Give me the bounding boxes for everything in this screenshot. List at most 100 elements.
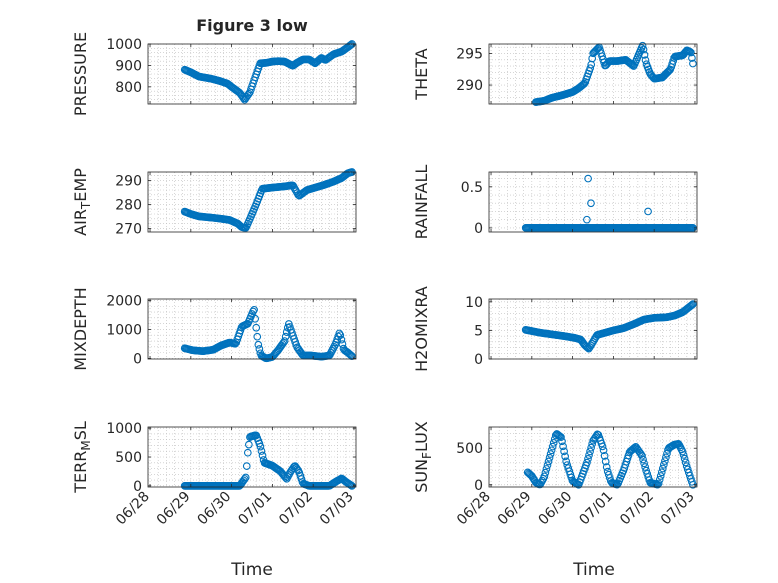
data-point: [640, 51, 649, 59]
data-point: [662, 453, 670, 462]
data-point: [688, 301, 696, 309]
data-markers: [180, 305, 356, 363]
data-point: [345, 480, 354, 489]
data-point: [588, 440, 597, 448]
data-point: [345, 350, 354, 359]
data-point: [253, 332, 262, 341]
data-point: [600, 452, 609, 460]
y-tick-label: 5: [474, 323, 483, 339]
grid: [148, 43, 356, 105]
data-point: [602, 463, 611, 471]
data-markers: [180, 40, 356, 104]
data-point: [639, 455, 647, 464]
data-point: [584, 174, 592, 183]
data-point: [689, 59, 697, 68]
data-point: [250, 305, 258, 314]
data-point: [547, 446, 556, 455]
data-point: [281, 332, 290, 341]
data-point: [541, 468, 550, 477]
data-point: [580, 79, 589, 88]
axes-box: [488, 171, 698, 233]
data-point: [656, 472, 665, 480]
data-point: [644, 207, 652, 216]
y-tick-label: 270: [115, 221, 142, 237]
data-point: [347, 351, 355, 360]
data-point: [655, 475, 664, 484]
data-point: [540, 472, 549, 481]
data-point: [584, 454, 592, 463]
axes-box: [147, 298, 357, 360]
data-point: [562, 457, 571, 466]
subplot-6: 0 5 10 H2OMIXRA: [412, 286, 698, 372]
data-point: [243, 448, 252, 457]
data-point: [544, 457, 553, 466]
data-markers: [521, 300, 697, 353]
data-point: [681, 458, 690, 467]
y-tick-label: 0: [133, 479, 142, 495]
axes-box: [488, 298, 698, 360]
data-point: [680, 454, 689, 463]
axes-box: [488, 426, 698, 488]
data-point: [336, 331, 345, 340]
y-tick-label: 290: [456, 78, 483, 94]
data-point: [280, 337, 289, 345]
data-point: [231, 339, 240, 348]
y-tick-label: 295: [456, 46, 483, 62]
data-point: [558, 437, 566, 446]
data-point: [240, 475, 249, 483]
grid: [148, 299, 356, 359]
data-point: [556, 432, 564, 441]
y-tick-label: 0: [474, 352, 483, 368]
data-point: [557, 433, 565, 441]
data-markers: [532, 41, 697, 106]
data-point: [586, 447, 594, 456]
data-point: [241, 473, 250, 482]
y-tick-label: 0: [474, 478, 483, 494]
data-point: [679, 451, 688, 459]
data-point: [255, 345, 264, 353]
y-tick-label: 1000: [106, 421, 142, 437]
y-tick-label: 900: [115, 58, 142, 74]
data-point: [280, 472, 289, 481]
data-point: [242, 462, 251, 470]
data-markers: [180, 431, 356, 490]
data-point: [585, 451, 593, 459]
y-tick-label: 500: [115, 450, 142, 466]
y-tick-label: 10: [465, 295, 483, 311]
xlabel-right: Time: [572, 560, 615, 580]
data-point: [559, 442, 567, 451]
y-tick-label: 800: [115, 80, 142, 96]
data-point: [689, 300, 697, 308]
data-point: [599, 446, 608, 455]
data-point: [640, 459, 648, 468]
data-markers: [523, 430, 697, 489]
data-point: [245, 440, 253, 449]
data-point: [245, 89, 253, 98]
data-point: [601, 457, 610, 466]
axes-box: [147, 43, 357, 105]
subplot-2: 290 295 THETA: [412, 41, 698, 106]
data-point: [639, 45, 648, 54]
data-point: [548, 442, 557, 451]
data-point: [583, 458, 591, 467]
data-point: [688, 54, 696, 62]
data-point: [661, 457, 669, 465]
y-axis-label: SUNFLUX: [412, 421, 434, 493]
subplot-3: 270 280 290 AIRTEMP: [71, 168, 357, 237]
data-point: [249, 307, 257, 316]
data-point: [586, 64, 595, 73]
data-point: [255, 439, 264, 448]
y-tick-label: 0: [133, 351, 142, 367]
data-point: [545, 453, 554, 462]
data-point: [587, 443, 595, 452]
data-point: [598, 442, 607, 451]
data-markers: [180, 168, 356, 232]
y-axis-label: RAINFALL: [412, 165, 431, 240]
data-point: [587, 199, 595, 208]
subplot-4: 0 0.5 RAINFALL: [412, 165, 698, 240]
data-point: [555, 431, 563, 440]
y-axis-label: AIRTEMP: [71, 168, 93, 236]
data-markers: [521, 174, 697, 232]
plot-area: [489, 172, 697, 232]
